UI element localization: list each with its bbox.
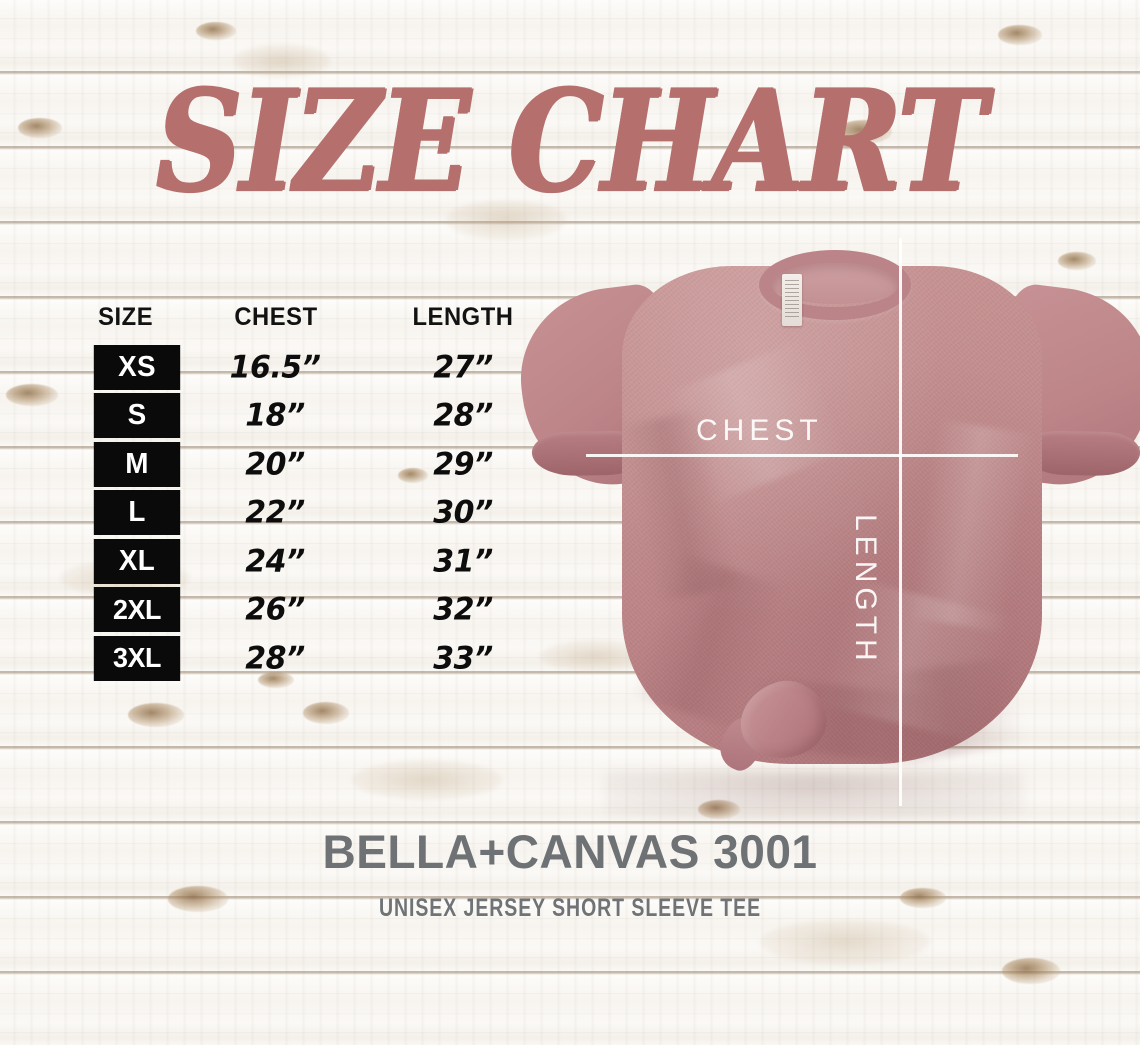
chest-value: 16.5” <box>229 348 321 386</box>
length-value: 32” <box>433 591 493 629</box>
brand-name: BELLA+CANVAS 3001 <box>322 825 818 878</box>
shirt-fold <box>818 577 1016 745</box>
shirt-body <box>616 266 1042 776</box>
product-subtitle: UNISEX JERSEY SHORT SLEEVE TEE <box>378 894 762 922</box>
chest-value: 22” <box>245 494 305 532</box>
table-row: 2XL 26” 32” <box>92 586 562 635</box>
size-badge: 2XL <box>93 587 181 633</box>
shirt-fold <box>866 656 1028 766</box>
table-row: S 18” 28” <box>92 392 562 441</box>
length-value: 29” <box>433 445 493 483</box>
table-row: XL 24” 31” <box>92 537 562 586</box>
length-value: 33” <box>433 639 493 677</box>
column-header-chest: CHEST <box>234 303 318 331</box>
table-row: M 20” 29” <box>92 440 562 489</box>
table-row: XS 16.5” 27” <box>92 343 562 392</box>
tshirt-photo: CHEST LENGTH <box>510 238 1140 822</box>
table-row: 3XL 28” 33” <box>92 634 562 683</box>
page-title: SIZE CHART <box>155 59 986 224</box>
chest-value: 24” <box>245 542 305 580</box>
shirt-fold <box>616 408 742 604</box>
size-badge: XL <box>93 538 181 584</box>
length-value: 27” <box>433 348 493 386</box>
column-header-size: SIZE <box>98 303 154 331</box>
table-row: L 22” 30” <box>92 489 562 538</box>
shirt-fold <box>664 338 850 506</box>
size-badge: L <box>93 490 181 536</box>
size-badge: XS <box>93 344 181 390</box>
chest-value: 18” <box>245 397 305 435</box>
table-header-row: SIZE CHEST LENGTH <box>92 303 562 343</box>
chest-value: 26” <box>245 591 305 629</box>
length-value: 30” <box>433 494 493 532</box>
size-badge: S <box>93 393 181 439</box>
chest-value: 20” <box>245 445 305 483</box>
size-badge: 3XL <box>93 635 181 681</box>
size-chart-table: SIZE CHEST LENGTH XS 16.5” 27” S 18” 28”… <box>92 303 562 683</box>
shirt-neck-tag <box>782 274 802 326</box>
size-badge: M <box>93 441 181 487</box>
shirt-fold <box>906 419 1038 633</box>
column-header-length: LENGTH <box>412 303 514 331</box>
heather-texture <box>622 266 1042 764</box>
length-value: 28” <box>433 397 493 435</box>
chest-value: 28” <box>245 639 305 677</box>
length-value: 31” <box>433 542 493 580</box>
